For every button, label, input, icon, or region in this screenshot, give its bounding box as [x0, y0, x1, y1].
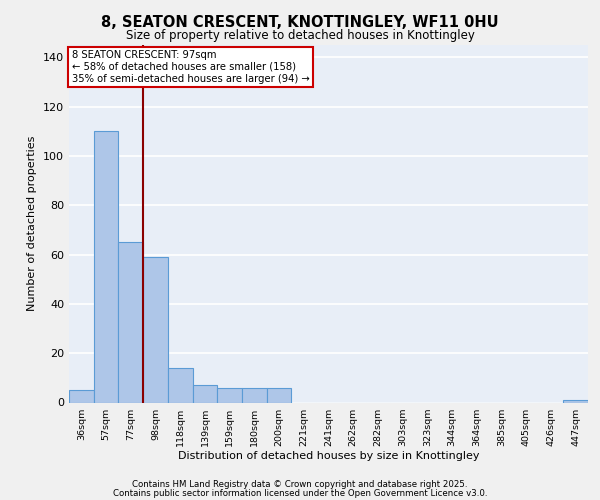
- Text: 8, SEATON CRESCENT, KNOTTINGLEY, WF11 0HU: 8, SEATON CRESCENT, KNOTTINGLEY, WF11 0H…: [101, 15, 499, 30]
- Bar: [563, 400, 588, 402]
- Bar: [242, 388, 267, 402]
- Bar: [69, 390, 94, 402]
- Text: Contains public sector information licensed under the Open Government Licence v3: Contains public sector information licen…: [113, 488, 487, 498]
- Bar: [118, 242, 143, 402]
- Y-axis label: Number of detached properties: Number of detached properties: [28, 136, 37, 312]
- Bar: [143, 257, 168, 402]
- Bar: [217, 388, 242, 402]
- Bar: [94, 132, 118, 402]
- Bar: [193, 385, 217, 402]
- Bar: [267, 388, 292, 402]
- Bar: [168, 368, 193, 402]
- Text: 8 SEATON CRESCENT: 97sqm
← 58% of detached houses are smaller (158)
35% of semi-: 8 SEATON CRESCENT: 97sqm ← 58% of detach…: [71, 50, 310, 84]
- X-axis label: Distribution of detached houses by size in Knottingley: Distribution of detached houses by size …: [178, 452, 479, 462]
- Text: Size of property relative to detached houses in Knottingley: Size of property relative to detached ho…: [125, 29, 475, 42]
- Text: Contains HM Land Registry data © Crown copyright and database right 2025.: Contains HM Land Registry data © Crown c…: [132, 480, 468, 489]
